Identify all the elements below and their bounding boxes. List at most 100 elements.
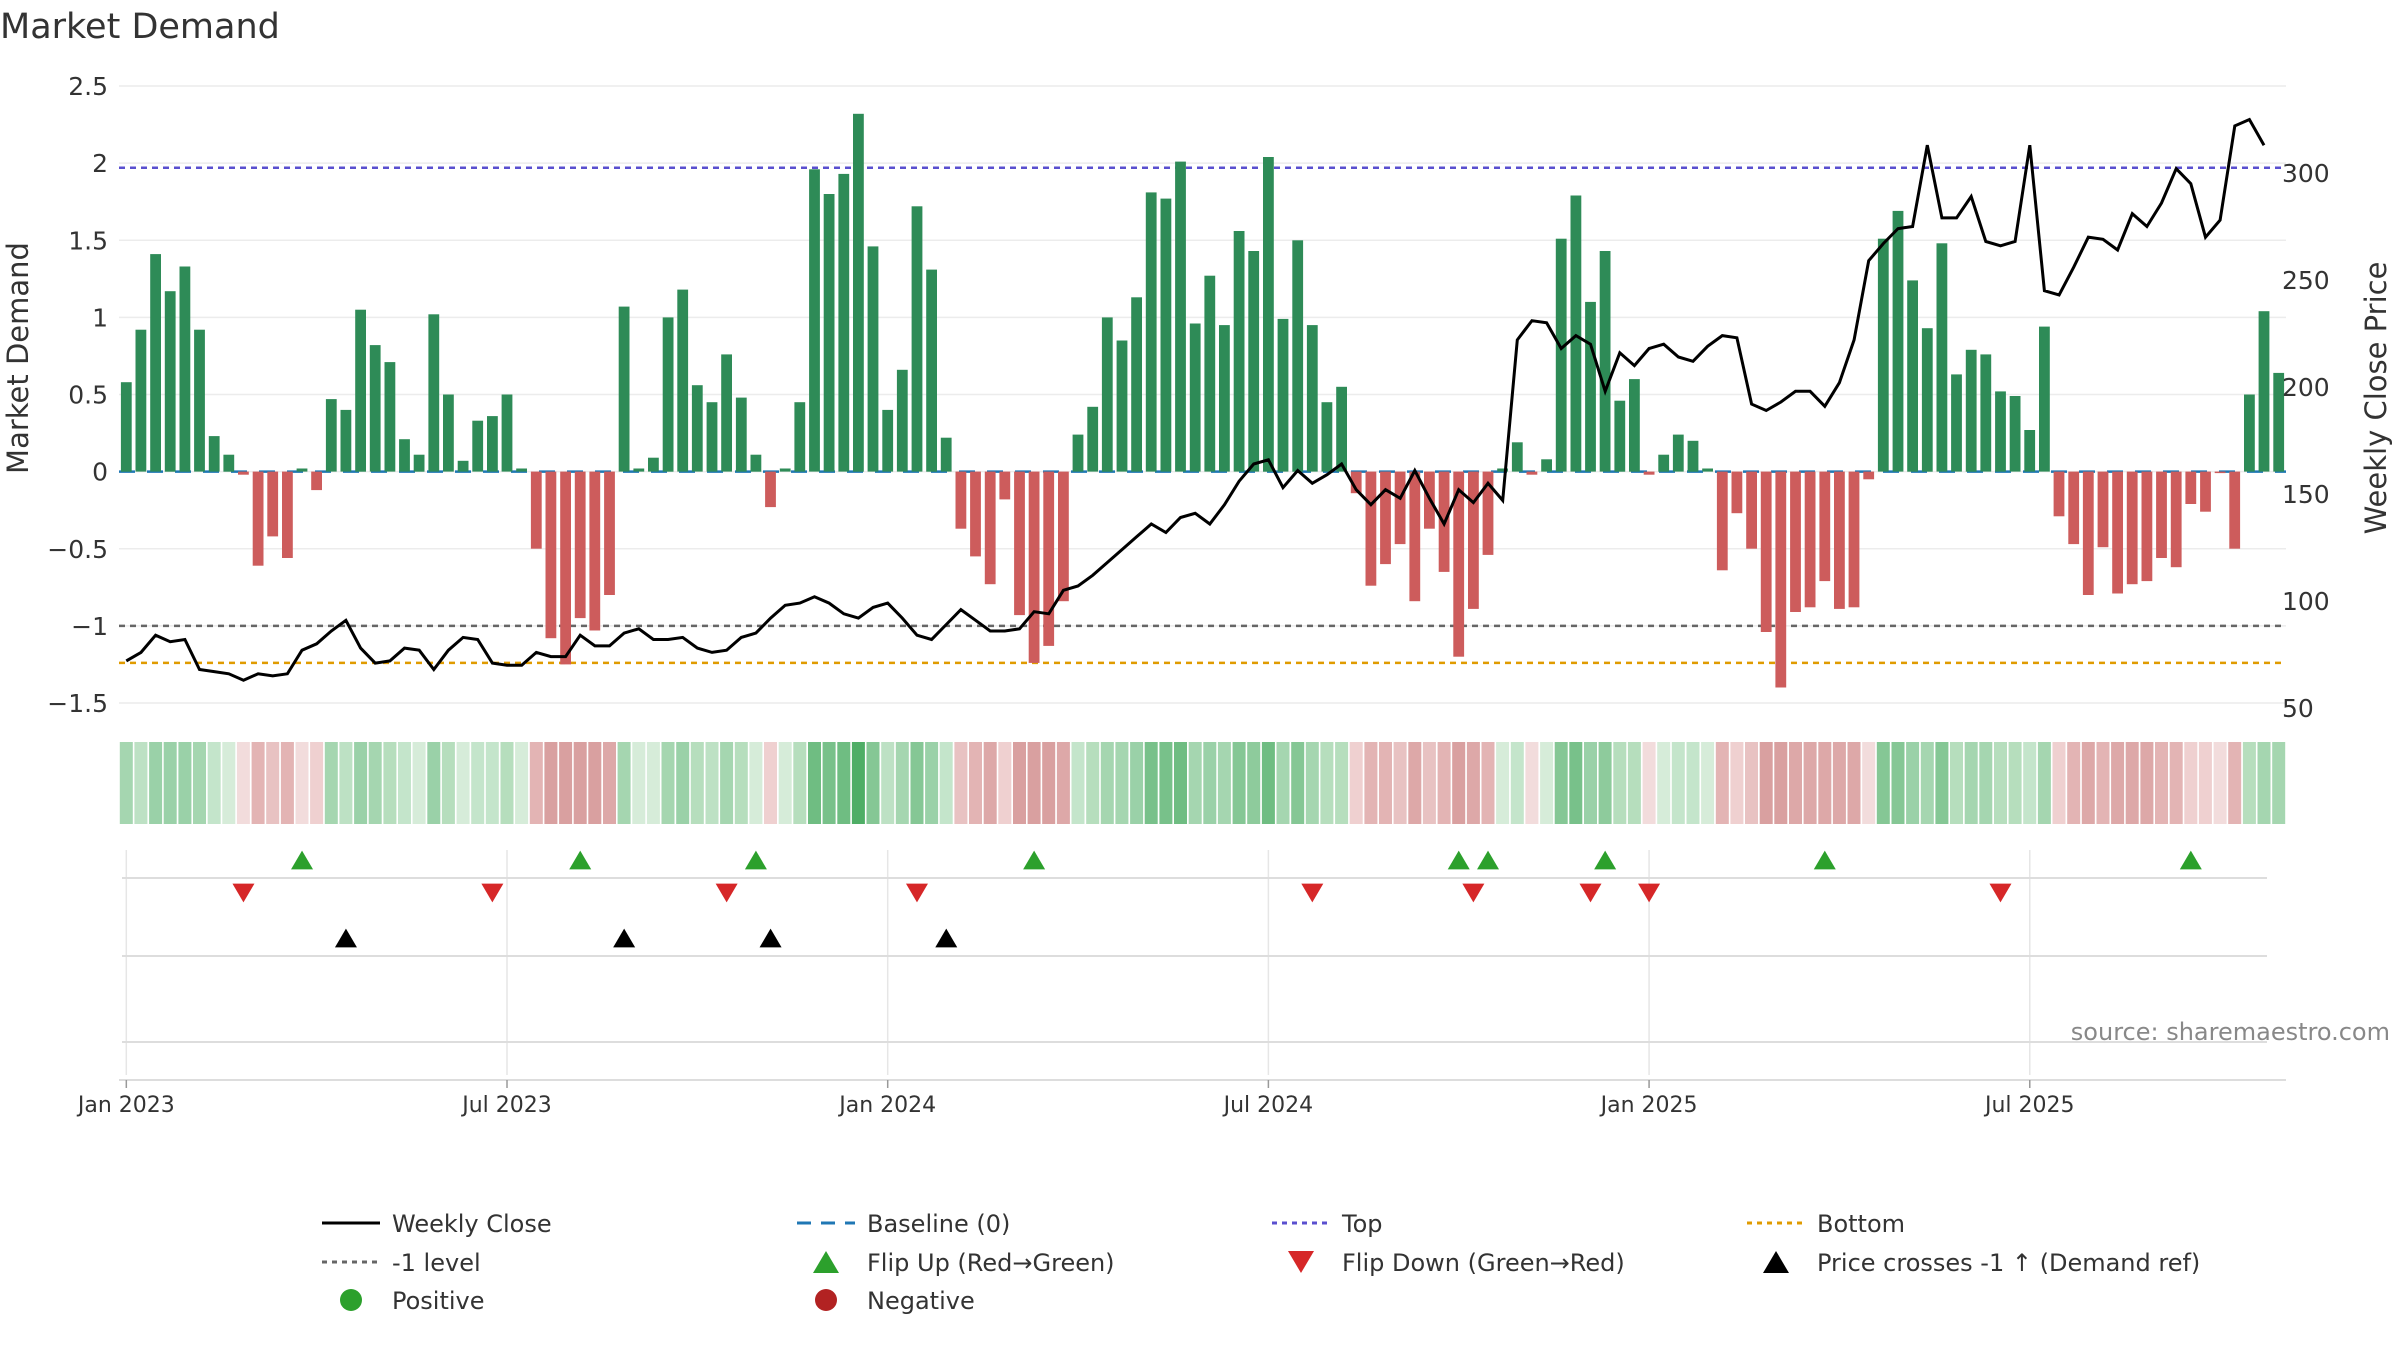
heat-cell [1100, 742, 1114, 824]
demand-bar [1995, 391, 2006, 472]
heat-cell [427, 742, 441, 824]
heat-cell [368, 742, 382, 824]
demand-bar [1526, 471, 1538, 475]
demand-bar [516, 468, 527, 472]
heat-cell [778, 742, 792, 824]
heat-cell [2228, 742, 2242, 824]
flip-up-marker [569, 850, 592, 870]
heat-cell [998, 742, 1012, 824]
demand-bar [1101, 317, 1113, 472]
y2-tick-label: 150 [2282, 480, 2330, 509]
y-axis-label: Market Demand [1, 242, 35, 474]
heat-cell [954, 742, 968, 824]
y-tick-label: −0.5 [47, 535, 108, 564]
demand-bar [2156, 471, 2167, 558]
heat-cell [1086, 742, 1100, 824]
heat-cell [1247, 742, 1261, 824]
demand-bar [1658, 454, 1670, 472]
demand-bar [1511, 442, 1523, 472]
heat-cell [412, 742, 426, 824]
y-tick-label: 1 [92, 303, 108, 332]
heat-cell [1188, 742, 1202, 824]
heat-cell [910, 742, 924, 824]
heat-cell [1627, 742, 1641, 824]
demand-bar [1731, 471, 1743, 514]
heat-cell [2096, 742, 2110, 824]
y2-tick-label: 300 [2282, 159, 2330, 188]
heat-cell [1174, 742, 1187, 824]
heat-cell [1364, 742, 1378, 824]
demand-bar [1160, 198, 1172, 472]
demand-bar [1921, 328, 1933, 472]
demand-bar [2112, 471, 2123, 594]
heat-cell [1261, 742, 1275, 824]
legend-item: Flip Up (Red→Green) [813, 1249, 1115, 1277]
heat-cell [2155, 742, 2168, 824]
demand-bar [355, 309, 366, 472]
legend-label: -1 level [392, 1249, 481, 1277]
heat-cell [2023, 742, 2037, 824]
heat-cell [236, 742, 250, 824]
legend-swatch [340, 1289, 362, 1311]
heat-cell [1013, 742, 1026, 824]
heat-cell [2184, 742, 2198, 824]
flip-up-marker [1594, 850, 1617, 870]
heat-cell [354, 742, 368, 824]
demand-bar [1497, 468, 1508, 472]
demand-bar [501, 394, 513, 472]
heat-cell [324, 742, 338, 824]
heat-cell [705, 742, 719, 824]
heat-cell [1144, 742, 1158, 824]
heat-cell [1056, 742, 1070, 824]
heat-cell [690, 742, 704, 824]
demand-bar [1336, 386, 1347, 472]
heat-cell [866, 742, 880, 824]
demand-bar [530, 471, 542, 549]
y-tick-label: −1.5 [47, 689, 108, 718]
heat-cell [515, 742, 529, 824]
demand-bar [1233, 231, 1245, 472]
legend-label: Flip Up (Red→Green) [867, 1249, 1115, 1277]
heat-cell [1657, 742, 1671, 824]
heat-cell [1042, 742, 1056, 824]
heat-cell [1335, 742, 1349, 824]
demand-bar [1468, 471, 1479, 609]
demand-bar [1790, 471, 1801, 612]
legend-swatch [813, 1250, 839, 1274]
y-tick-label: −1 [71, 612, 108, 641]
left-axis-ticks: 2.5 2 1.5 1 0.5 0 −0.5 −1 −1.5 [47, 72, 108, 718]
demand-bar [2141, 471, 2153, 582]
demand-bar [194, 329, 205, 472]
demand-bar [765, 471, 776, 508]
heat-cell [339, 742, 353, 824]
heat-cell [1906, 742, 1920, 824]
heat-cell [1789, 742, 1802, 824]
demand-bar [940, 437, 952, 472]
heat-cell [1935, 742, 1949, 824]
heat-cell [734, 742, 748, 824]
demand-bar [1189, 323, 1201, 472]
y2-tick-label: 100 [2282, 587, 2330, 616]
heat-cell [1276, 742, 1290, 824]
heat-cell [808, 742, 821, 824]
heat-cell [1994, 742, 2007, 824]
demand-bar [677, 289, 689, 472]
heat-cell [2037, 742, 2051, 824]
heat-cell [983, 742, 997, 824]
heat-cell [617, 742, 631, 824]
heat-cell [1203, 742, 1217, 824]
demand-bar [2170, 471, 2182, 568]
x-tick-label: Jan 2023 [76, 1093, 175, 1118]
demand-bar [1263, 157, 1274, 472]
x-tick-label: Jul 2024 [1222, 1093, 1314, 1118]
demand-bar [1877, 238, 1889, 472]
legend: Weekly Close Baseline (0) Top Bottom -1 leve… [322, 1210, 2200, 1315]
demand-bar [1043, 471, 1055, 646]
demand-bar [1321, 402, 1333, 472]
demand-bar [1350, 471, 1362, 494]
heat-cell [1759, 742, 1773, 824]
heat-cell [2272, 742, 2286, 824]
heat-cell [2242, 742, 2256, 824]
demand-bar [2009, 396, 2021, 472]
demand-bar [487, 416, 498, 472]
